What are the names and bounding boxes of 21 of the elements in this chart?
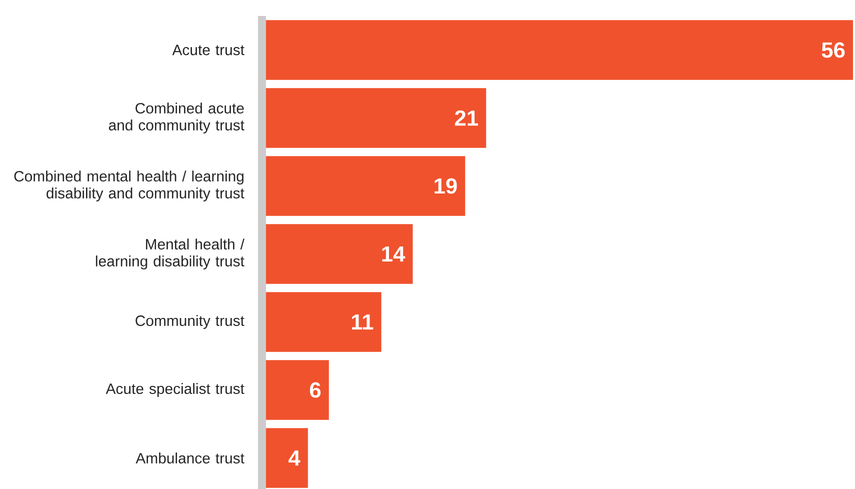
bar bbox=[266, 360, 329, 420]
y-tick-label: Mental health / learning disability trust bbox=[96, 238, 244, 270]
bar bbox=[266, 20, 853, 80]
y-tick-label: Acute trust bbox=[172, 44, 244, 56]
bar bbox=[266, 292, 382, 352]
data-label: 19 bbox=[434, 178, 457, 194]
data-label: 4 bbox=[288, 450, 300, 466]
data-label: 6 bbox=[310, 382, 321, 398]
y-tick-label: Combined mental health / learning disability and community trust bbox=[14, 170, 244, 202]
data-label: 21 bbox=[454, 110, 478, 126]
bar bbox=[266, 428, 308, 488]
data-label: 14 bbox=[382, 246, 406, 262]
y-tick-label: Ambulance trust bbox=[136, 452, 244, 464]
y-tick-label: Acute specialist trust bbox=[106, 383, 244, 397]
bar bbox=[266, 156, 466, 216]
bar bbox=[266, 88, 486, 148]
data-label: 56 bbox=[822, 42, 845, 58]
bar bbox=[266, 224, 413, 284]
y-tick-label: Combined acute and community trust bbox=[108, 102, 244, 134]
y-tick-label: Community trust bbox=[136, 315, 244, 329]
data-label: 11 bbox=[352, 314, 374, 330]
